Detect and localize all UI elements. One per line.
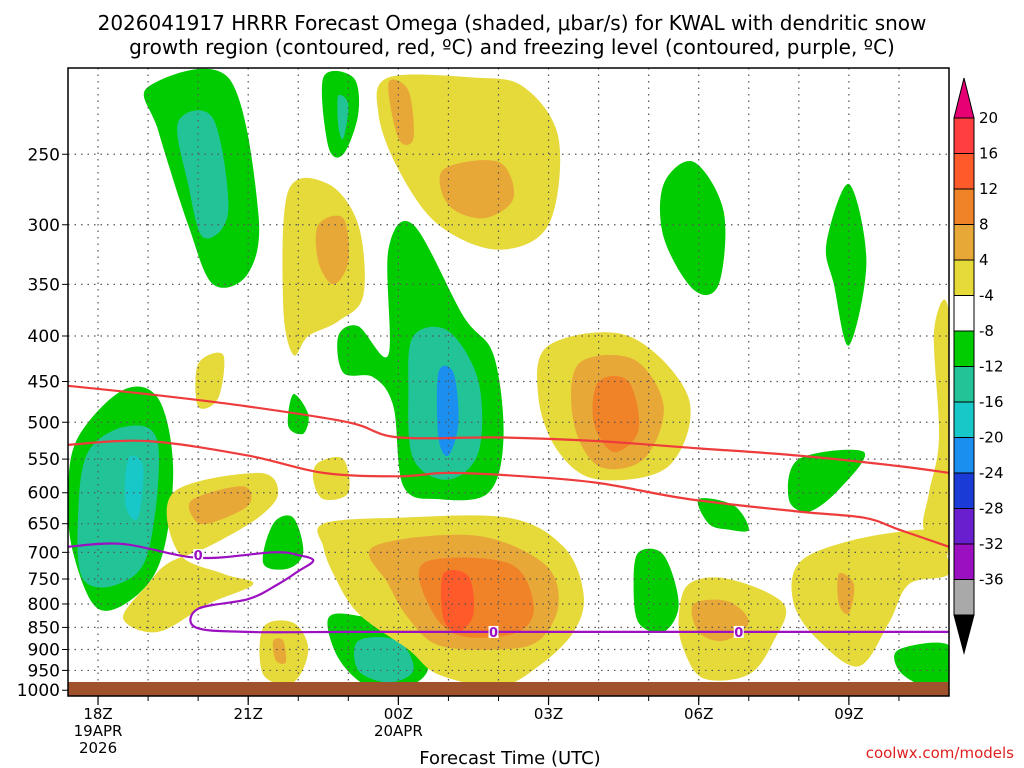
credit-label: coolwx.com/models	[866, 744, 1014, 762]
colorbar-box-8	[953, 401, 975, 438]
freezing-label-1: 0	[489, 626, 498, 641]
omega-region-43	[272, 638, 287, 664]
x-tick-label-9: 03Z	[534, 705, 563, 723]
freezing-label-0: 0	[194, 549, 203, 564]
contour-lines: 0 0 0	[68, 384, 949, 641]
colorbar-box-1	[953, 153, 975, 190]
omega-region-15	[697, 498, 749, 532]
chart-title-line1: 2026041917 HRRR Forecast Omega (shaded, …	[98, 11, 927, 35]
colorbar-box-7	[953, 366, 975, 403]
colorbar-box-12	[953, 543, 975, 580]
x-tick-label-12: 06Z	[684, 705, 713, 723]
y-tick-label-1000: 1000	[17, 681, 60, 701]
colorbar-label-3: 8	[979, 216, 989, 234]
colorbar-box-3	[953, 224, 975, 261]
colorbar-label-12: -32	[979, 535, 1004, 553]
colorbar-box-11	[953, 508, 975, 545]
dgz-contour-0	[68, 384, 949, 474]
x-tick-label-0: 18Z	[83, 705, 112, 723]
y-tick-label-450: 450	[28, 373, 60, 393]
y-tick-label-700: 700	[28, 543, 60, 563]
colorbar: 20 16 12 8 4 -4 -8 -12 -16 -20 -24 -28 -32 -36	[953, 77, 1004, 655]
y-tick-label-900: 900	[28, 641, 60, 661]
y-tick-label-500: 500	[28, 413, 60, 433]
omega-region-26	[195, 352, 225, 409]
colorbar-box-2	[953, 188, 975, 225]
colorbar-label-10: -24	[979, 464, 1004, 482]
terrain-strip	[68, 682, 949, 696]
omega-region-30	[122, 472, 279, 633]
colorbar-label-13: -36	[979, 571, 1004, 589]
omega-region-32	[312, 457, 350, 500]
y-tick-label-400: 400	[28, 327, 60, 347]
colorbar-label-5: -4	[979, 287, 994, 305]
colorbar-label-1: 16	[979, 145, 998, 163]
colorbar-box-10	[953, 472, 975, 509]
omega-region-41	[922, 299, 949, 561]
freezing-label-bg-1	[488, 625, 499, 638]
dgz-contour-1	[68, 439, 949, 548]
omega-region-17	[633, 548, 679, 633]
colorbar-label-2: 12	[979, 180, 998, 198]
freezing-label-bg-2	[733, 625, 744, 638]
omega-region-8	[124, 455, 144, 520]
colorbar-box-0	[953, 117, 975, 154]
gridlines	[68, 68, 949, 696]
colorbar-label-8: -16	[979, 393, 1004, 411]
colorbar-label-6: -8	[979, 322, 994, 340]
y-axis: 250 300 350 400 450 500 550 600 650 700 750 800 850 9…	[17, 145, 68, 701]
colorbar-label-4: 4	[979, 251, 989, 269]
colorbar-box-9	[953, 437, 975, 474]
y-tick-label-600: 600	[28, 484, 60, 504]
omega-region-36	[440, 569, 475, 632]
chart-title-line2: growth region (contoured, red, ºC) and f…	[129, 35, 895, 59]
colorbar-bottom-arrow	[953, 614, 975, 655]
omega-region-1	[177, 110, 229, 239]
omega-region-3	[337, 94, 349, 140]
y-tick-label-850: 850	[28, 618, 60, 638]
y-tick-label-650: 650	[28, 515, 60, 535]
colorbar-label-7: -12	[979, 358, 1004, 376]
colorbar-label-11: -28	[979, 500, 1004, 518]
x-axis-label: Forecast Time (UTC)	[419, 748, 600, 768]
colorbar-box-4	[953, 259, 975, 296]
omega-region-19	[353, 637, 414, 683]
omega-region-23	[388, 79, 414, 145]
omega-region-14	[787, 449, 866, 512]
x-tick-sublabel1-0: 19APR	[74, 722, 123, 740]
freezing-label-bg-0	[193, 549, 204, 562]
y-tick-label-250: 250	[28, 145, 60, 165]
plot-area: 0 0 0	[68, 68, 949, 696]
colorbar-label-9: -20	[979, 429, 1004, 447]
x-tick-label-3: 21Z	[234, 705, 263, 723]
colorbar-label-0: 20	[979, 109, 998, 127]
omega-region-16	[262, 515, 304, 570]
omega-region-22	[439, 160, 515, 219]
colorbar-box-13	[953, 579, 975, 616]
omega-region-25	[315, 215, 349, 285]
y-tick-label-950: 950	[28, 661, 60, 681]
omega-region-11	[436, 365, 459, 457]
y-tick-label-550: 550	[28, 450, 60, 470]
omega-region-12	[659, 161, 726, 296]
y-tick-label-750: 750	[28, 570, 60, 590]
x-tick-label-15: 09Z	[834, 705, 863, 723]
freezing-label-2: 0	[734, 626, 743, 641]
x-tick-label-6: 00Z	[384, 705, 413, 723]
x-tick-sublabel1-6: 20APR	[374, 722, 423, 740]
omega-region-31	[188, 486, 252, 525]
y-tick-label-300: 300	[28, 216, 60, 236]
colorbar-top-arrow	[953, 77, 975, 119]
freezing-level-line	[68, 542, 949, 634]
x-tick-sublabel2-0: 2026	[79, 739, 117, 757]
omega-region-29	[592, 375, 640, 453]
y-tick-label-800: 800	[28, 595, 60, 615]
omega-region-20	[894, 642, 949, 691]
y-tick-label-350: 350	[28, 275, 60, 295]
colorbar-box-5	[953, 295, 975, 332]
colorbar-box-6	[953, 330, 975, 367]
